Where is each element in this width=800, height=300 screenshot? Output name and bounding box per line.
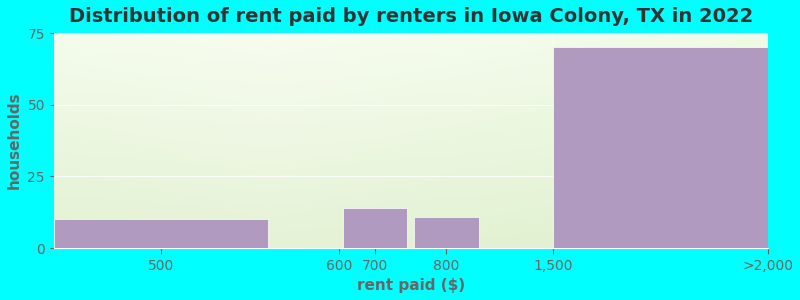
Bar bbox=[554, 47, 767, 248]
Bar bbox=[414, 217, 478, 248]
Bar bbox=[54, 219, 268, 248]
Y-axis label: households: households bbox=[7, 92, 22, 189]
Bar bbox=[343, 208, 407, 248]
X-axis label: rent paid ($): rent paid ($) bbox=[357, 278, 465, 293]
Title: Distribution of rent paid by renters in Iowa Colony, TX in 2022: Distribution of rent paid by renters in … bbox=[69, 7, 753, 26]
